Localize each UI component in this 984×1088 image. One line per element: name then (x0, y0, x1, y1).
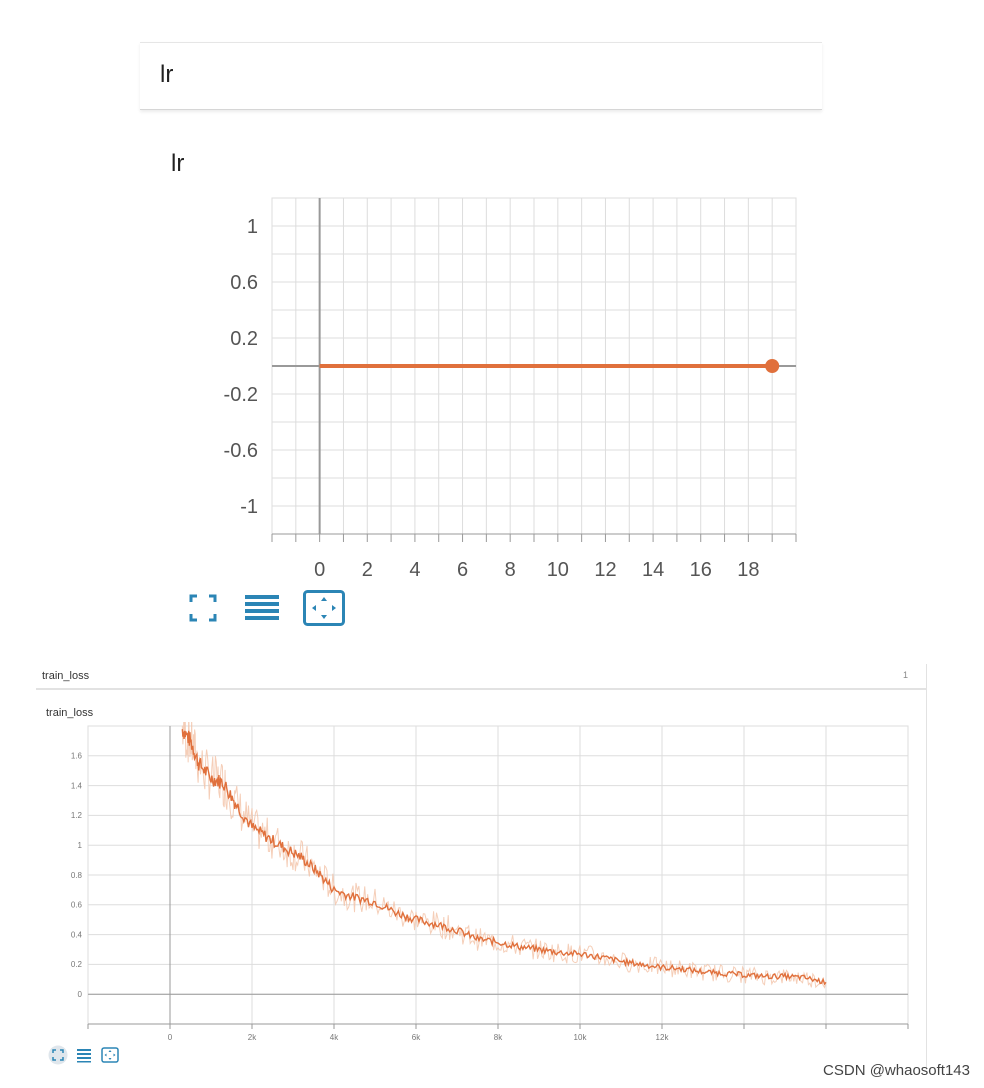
fullscreen-icon[interactable] (185, 590, 221, 626)
train-loss-panel-title: train_loss (42, 670, 90, 682)
panel-count-badge: 1 (902, 670, 908, 680)
fit-domain-icon[interactable] (303, 590, 345, 626)
series-endpoint-marker (765, 359, 780, 373)
lr-chart: 0 2 4 6 8 10 12 14 16 18 1 0.6 0.2 -0.2 -0.6 -1 (224, 197, 797, 580)
series-line (181, 729, 827, 986)
x-tick-label: 6 (457, 559, 468, 580)
x-tick-label: 4 (409, 559, 420, 580)
y-tick-label: 0.4 (71, 930, 83, 939)
watermark: CSDN @whaosoft143 (823, 1062, 970, 1079)
y-tick-label: 0.8 (71, 871, 83, 880)
x-tick-label: 8k (494, 1033, 503, 1042)
x-tick-label: 14 (642, 559, 664, 580)
train-loss-chart: 0 2k 4k 6k 8k 10k 12k 1.6 1.4 1.2 1 0.8 0.6 0.4 0.2 0 (71, 722, 909, 1042)
y-tick-label: 1.6 (71, 752, 83, 761)
x-tick-label: 10 (547, 559, 569, 580)
series-raw-line (181, 722, 827, 989)
x-tick-label: 0 (314, 559, 325, 580)
y-tick-label: 0 (78, 990, 83, 999)
x-tick-label: 12 (594, 559, 616, 580)
y-tick-label: 0.2 (230, 328, 258, 350)
train-loss-panel-header[interactable]: train_loss 1 (36, 664, 927, 690)
x-tick-label: 2k (248, 1033, 257, 1042)
x-tick-label: 18 (737, 559, 759, 580)
y-tick-label: -0.2 (224, 384, 258, 406)
fullscreen-icon[interactable] (48, 1045, 68, 1065)
lr-panel-title: lr (160, 61, 174, 88)
lr-chart-title: lr (171, 150, 185, 177)
x-tick-label: 10k (574, 1033, 588, 1042)
data-list-icon[interactable] (74, 1045, 94, 1065)
y-tick-label: 1.4 (71, 781, 83, 790)
lr-panel-header[interactable]: lr (140, 42, 822, 110)
y-tick-label: 0.2 (71, 960, 83, 969)
fit-domain-icon[interactable] (100, 1045, 120, 1065)
data-list-icon[interactable] (243, 590, 279, 626)
train-loss-chart-title: train_loss (46, 707, 94, 719)
y-tick-label: 1.2 (71, 811, 83, 820)
x-tick-label: 4k (330, 1033, 339, 1042)
x-tick-label: 8 (505, 559, 516, 580)
y-tick-label: 1 (247, 216, 258, 238)
x-tick-label: 0 (168, 1033, 173, 1042)
x-tick-label: 16 (690, 559, 712, 580)
y-tick-label: 1 (78, 841, 83, 850)
y-tick-label: -1 (240, 496, 258, 518)
x-tick-label: 12k (656, 1033, 670, 1042)
y-tick-label: 0.6 (230, 272, 258, 294)
x-tick-label: 2 (362, 559, 373, 580)
y-tick-label: -0.6 (224, 440, 258, 462)
y-tick-label: 0.6 (71, 901, 83, 910)
train-loss-panel-body (36, 690, 927, 1070)
x-tick-label: 6k (412, 1033, 421, 1042)
